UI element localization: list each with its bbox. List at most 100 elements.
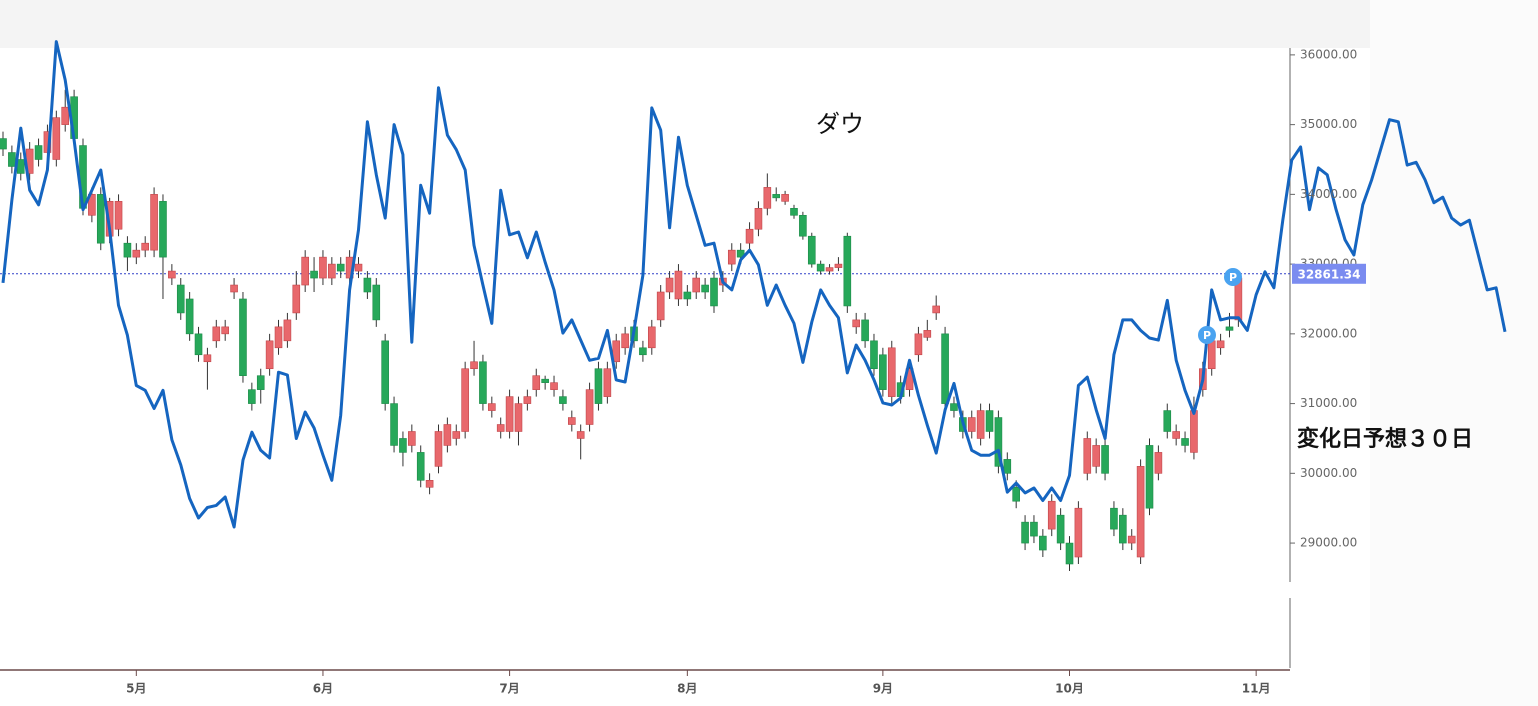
y-tick-label: 31000.00 [1300,396,1357,410]
candle-body [816,263,825,272]
candle-body [354,263,363,272]
annotation: 変化日予想３０日 [1297,426,1473,452]
candle-body [1136,466,1145,558]
candle-body [834,263,843,268]
candle-body [603,368,612,397]
candle-body [1154,452,1163,474]
candle-body [328,263,336,279]
candle-body [488,403,496,411]
candle-body [772,194,781,199]
candle-body [283,319,292,342]
candle-body [452,431,461,439]
candle-body [239,298,247,376]
candle-body [1145,445,1154,509]
y-tick-label: 35000.00 [1300,117,1357,131]
candle-body [1083,438,1092,474]
candle-body [1065,542,1074,565]
candle-body [319,256,327,279]
candle-body [1110,507,1118,530]
candle-body [0,138,7,150]
candle-body [310,270,318,279]
candle-body [1030,521,1038,537]
candle-body [514,403,523,432]
last-price-label: 32861.34 [1297,267,1360,281]
candle-body [639,347,647,356]
candle-body [1163,410,1172,432]
candle-body [736,249,745,258]
candle-body [647,326,656,349]
candle-body [114,201,123,230]
x-tick-label: 8月 [677,682,697,696]
candle-body [701,284,709,293]
candle-body [1127,535,1136,544]
candle-body [790,208,798,216]
x-tick-label: 6月 [313,682,333,696]
candle-body [221,326,229,335]
candle-body [88,194,96,216]
y-tick-label: 30000.00 [1300,466,1357,480]
candle-body [141,242,150,251]
candle-body [8,152,16,167]
candle-body [372,284,381,321]
candle-body [585,389,594,425]
candle-body [1092,445,1100,467]
x-tick-label: 5月 [126,682,146,696]
chart-title: ダウ [816,110,864,138]
candle-body [976,410,985,439]
candle-body [248,389,256,404]
candle-body [505,396,514,432]
candle-body [1012,486,1020,502]
forecast-line [1,40,1507,529]
y-tick-label: 32000.00 [1300,326,1357,340]
candle-body [1056,514,1065,544]
y-tick-label: 36000.00 [1300,47,1357,61]
candle-body [754,208,763,230]
right-margin [1370,0,1538,706]
x-tick-label: 10月 [1055,682,1084,696]
candle-body [985,410,994,432]
candle-body [576,431,585,439]
candle-body [559,396,567,404]
x-tick-label: 11月 [1242,682,1271,696]
candle-body [408,431,416,446]
candle-body [96,194,105,244]
candle-body [745,228,754,244]
candle-body [621,333,629,349]
candle-body [1216,340,1225,349]
candle-body [665,277,674,293]
candle-body [292,284,301,314]
candle-body [443,424,452,446]
candle-body [159,201,167,258]
x-tick-label: 7月 [499,682,519,696]
candle-body [461,368,469,432]
candle-body [1225,326,1234,331]
candle-body [763,187,772,209]
candle-body [612,340,621,363]
candle-body [434,431,443,467]
candle-body [194,333,203,356]
candle-body [230,284,238,293]
candle-body [479,361,487,404]
candle-body [185,298,194,335]
candle-body [1039,535,1047,551]
candle-body [425,480,434,488]
candle-body [967,417,976,432]
candle-body [1003,459,1012,474]
candle-body [879,354,887,390]
candle-body [301,256,309,286]
candle-body [994,417,1003,467]
candle-body [390,403,398,446]
candle-body [132,249,141,258]
candle-body [1181,438,1189,446]
candle-body [594,368,603,404]
candle-body [399,438,407,453]
candle-body [523,396,532,404]
candle-body [923,330,932,338]
candle-body [1047,500,1056,530]
candle-body [203,354,212,363]
candle-body [496,424,505,432]
plot [0,40,1507,571]
candle-body [1119,514,1127,544]
x-tick-label: 9月 [873,682,893,696]
